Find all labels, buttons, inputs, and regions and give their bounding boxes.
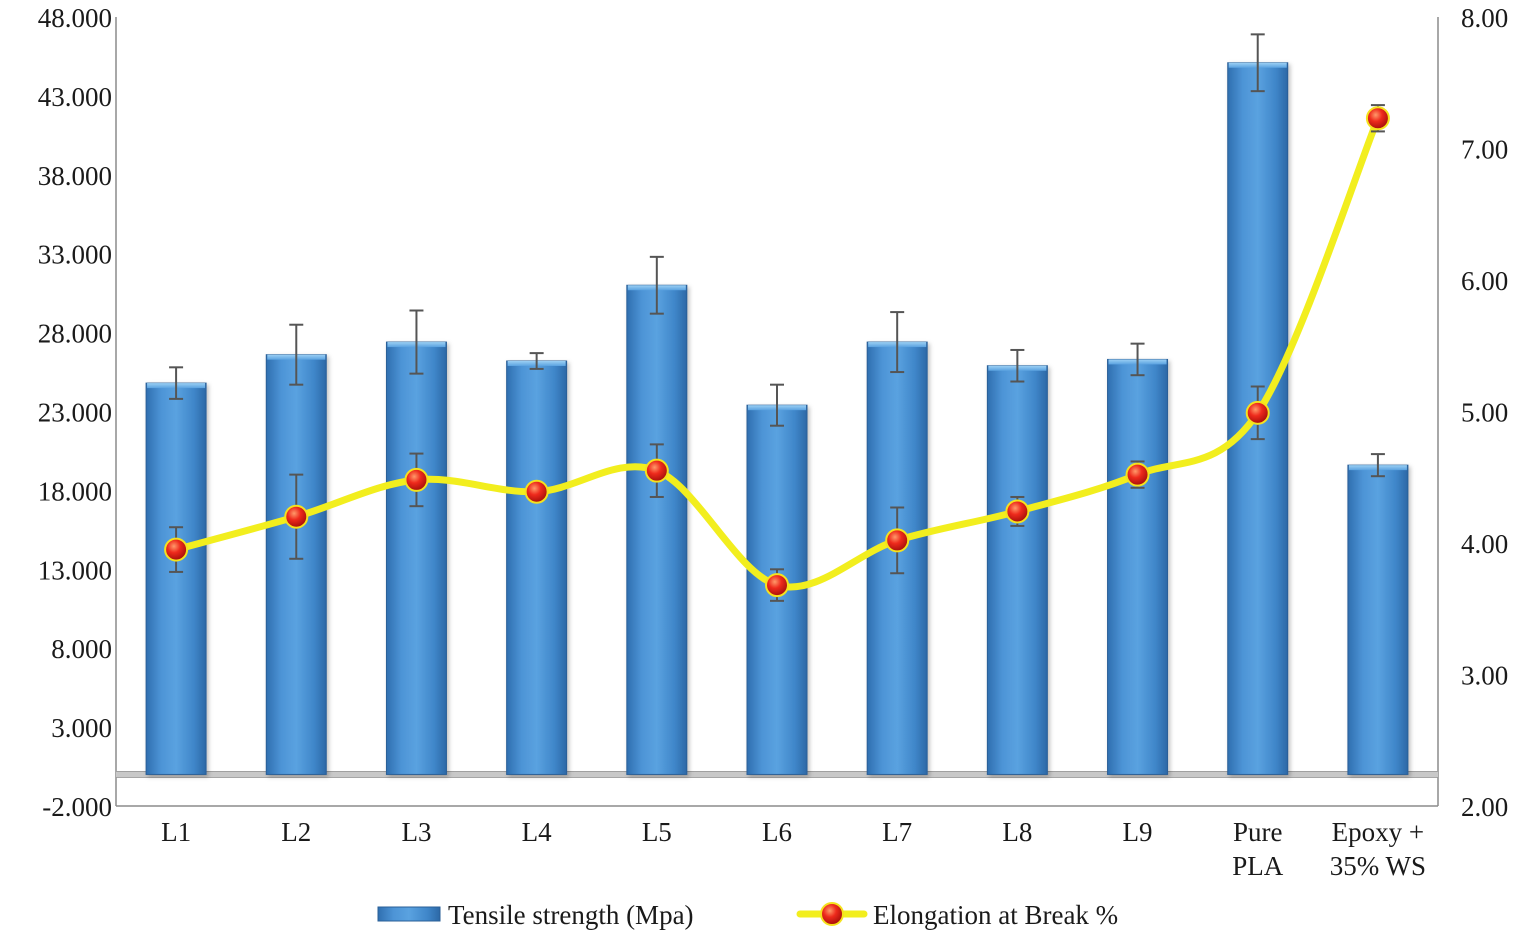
category-label: L7: [882, 817, 912, 847]
category-label-line: PLA: [1232, 851, 1284, 881]
left-tick-label: 43.000: [38, 82, 112, 112]
category-label-line: L7: [882, 817, 912, 847]
right-tick-label: 8.00: [1461, 3, 1508, 33]
left-tick-label: 18.000: [38, 476, 112, 506]
line-marker: [765, 573, 789, 598]
right-tick-label: 2.00: [1461, 792, 1508, 822]
right-tick-label: 3.00: [1461, 661, 1508, 691]
left-tick-label: 13.000: [38, 555, 112, 585]
elongation-line: [172, 114, 1382, 591]
legend: Tensile strength (Mpa) Elongation at Brea…: [377, 900, 1118, 930]
category-label: L4: [522, 817, 552, 847]
left-tick-label: 48.000: [38, 3, 112, 33]
category-label-line: L8: [1002, 817, 1032, 847]
line-marker: [1245, 400, 1270, 425]
line-marker: [1125, 462, 1150, 487]
bar: [506, 360, 568, 775]
bar: [1347, 464, 1409, 775]
legend-marker-swatch: [820, 902, 844, 926]
category-label-line: L1: [161, 817, 191, 847]
category-label: L1: [161, 817, 191, 847]
category-label-line: L5: [642, 817, 672, 847]
category-label: L5: [642, 817, 672, 847]
category-label: L9: [1123, 817, 1153, 847]
category-label-line: Pure: [1233, 817, 1283, 847]
left-tick-label: 3.000: [51, 713, 112, 743]
bar: [385, 341, 447, 775]
right-tick-label: 5.00: [1461, 398, 1508, 428]
category-label: L6: [762, 817, 792, 847]
category-label-line: L3: [401, 817, 431, 847]
category-label: L3: [401, 817, 431, 847]
legend-label-elongation: Elongation at Break %: [873, 900, 1118, 930]
line-marker: [404, 467, 429, 492]
legend-bar-swatch: [377, 906, 441, 922]
bar: [986, 365, 1048, 775]
left-tick-label: 38.000: [38, 161, 112, 191]
right-tick-label: 7.00: [1461, 135, 1508, 165]
line-marker: [164, 537, 189, 562]
bar: [145, 382, 207, 775]
legend-label-tensile: Tensile strength (Mpa): [448, 900, 694, 930]
bar: [265, 354, 327, 775]
category-label-line: L6: [762, 817, 792, 847]
left-tick-label: 8.000: [51, 634, 112, 664]
category-label-line: L9: [1123, 817, 1153, 847]
left-tick-label: 23.000: [38, 398, 112, 428]
category-label-line: L2: [281, 817, 311, 847]
left-tick-label: 28.000: [38, 319, 112, 349]
category-label-line: 35% WS: [1330, 851, 1426, 881]
category-label: Epoxy + 35% WS: [1330, 817, 1426, 881]
tick-labels: -2.000 3.000 8.000 13.000 18.000 23.000 28.000…: [38, 3, 1509, 881]
line-marker: [644, 458, 669, 483]
category-label: Pure PLA: [1232, 817, 1284, 881]
bar: [1107, 358, 1169, 775]
category-label: L2: [281, 817, 311, 847]
left-tick-label: 33.000: [38, 240, 112, 270]
line-marker: [1005, 499, 1030, 524]
category-label-line: L4: [522, 817, 552, 847]
bar: [626, 284, 688, 775]
line-marker: [1365, 106, 1390, 131]
line-marker: [885, 528, 910, 553]
category-label-line: Epoxy +: [1332, 817, 1424, 847]
bar-series: [145, 33, 1409, 775]
category-label: L8: [1002, 817, 1032, 847]
right-tick-label: 4.00: [1461, 529, 1508, 559]
line-series: [164, 104, 1390, 602]
line-marker: [284, 504, 309, 529]
right-tick-label: 6.00: [1461, 266, 1508, 296]
line-marker: [524, 479, 549, 504]
left-tick-label: -2.000: [42, 792, 112, 822]
